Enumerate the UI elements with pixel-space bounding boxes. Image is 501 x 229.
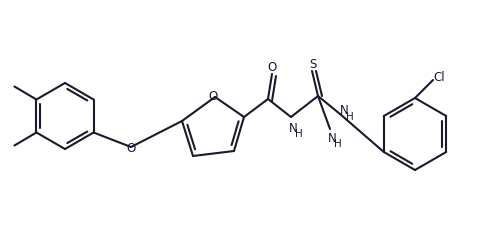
Text: S: S (309, 57, 316, 70)
Text: H: H (334, 138, 341, 148)
Text: O: O (267, 60, 276, 73)
Text: Cl: Cl (432, 70, 444, 83)
Text: H: H (295, 128, 302, 138)
Text: N: N (327, 131, 336, 144)
Text: N: N (339, 104, 348, 117)
Text: N: N (288, 121, 297, 134)
Text: O: O (208, 89, 217, 102)
Text: O: O (126, 141, 135, 154)
Text: H: H (345, 112, 353, 121)
